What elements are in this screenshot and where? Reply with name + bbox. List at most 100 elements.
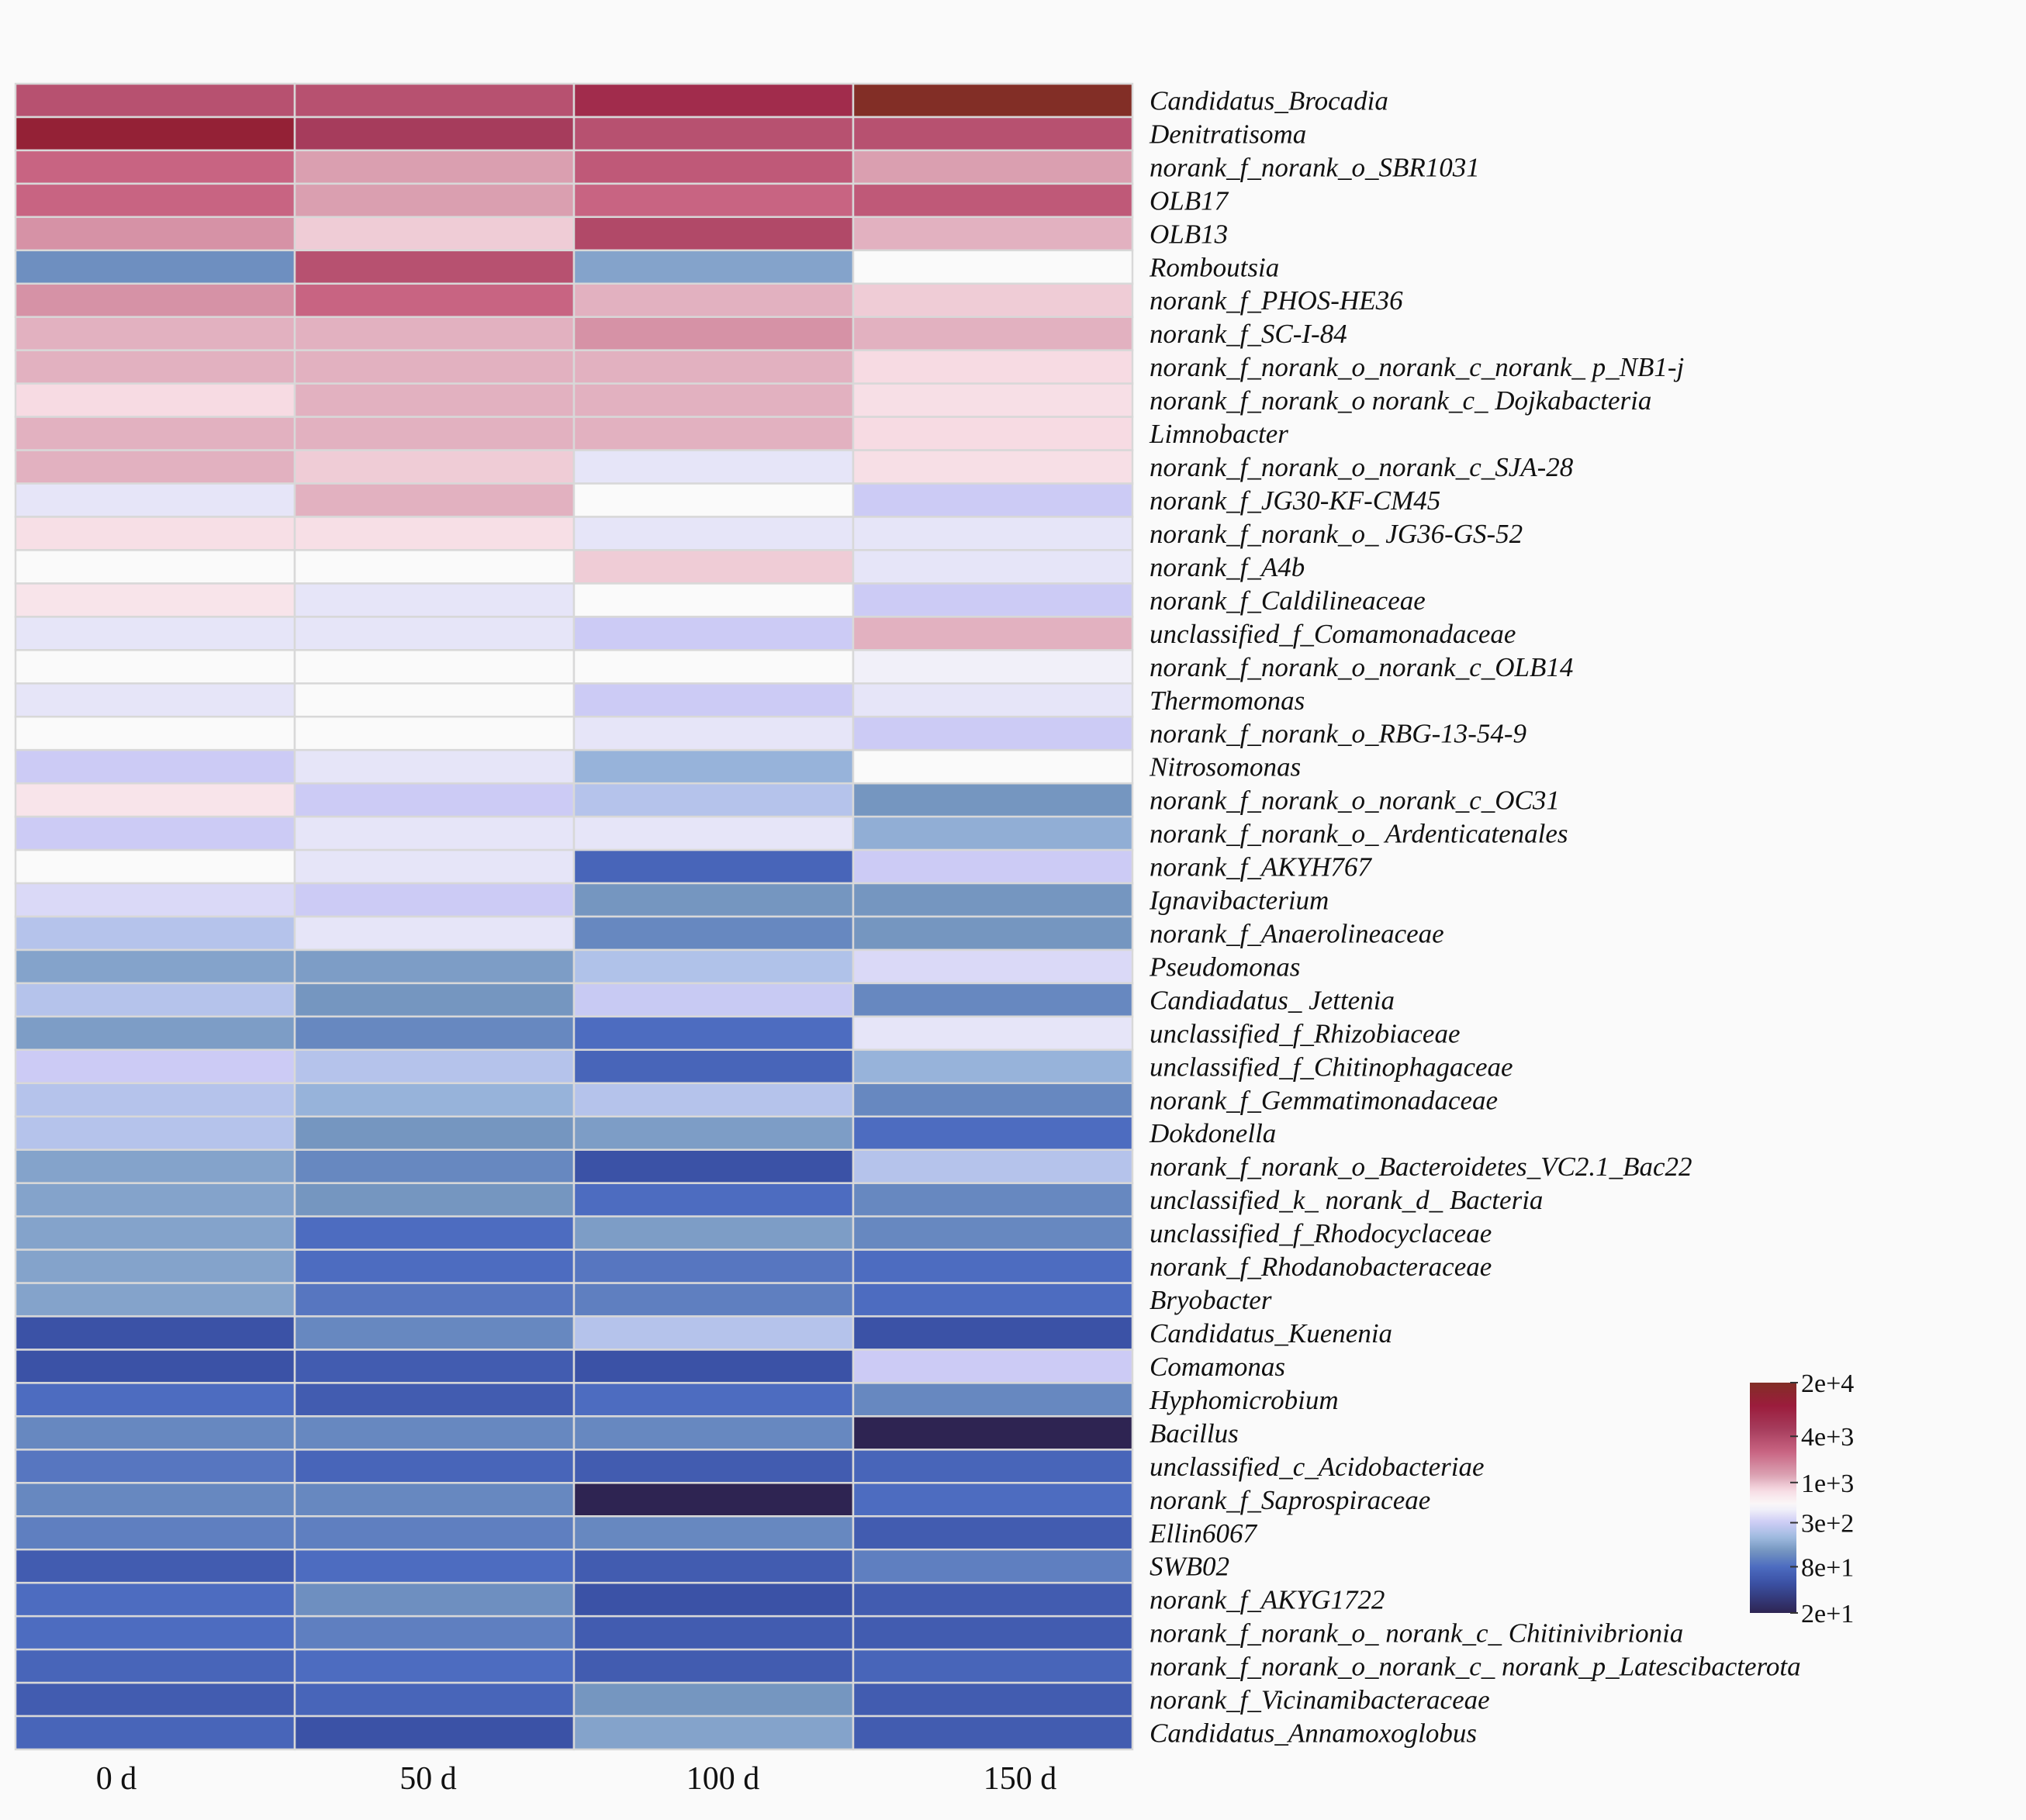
heatmap-cell [14,715,296,751]
heatmap-cell [572,82,855,119]
heatmap-cell [852,815,1134,851]
row-label: unclassified_c_Acidobacteriae [1150,1452,1485,1482]
heatmap-cell [572,1148,855,1184]
row-label: unclassified_f_Chitinophagaceae [1150,1052,1513,1082]
heatmap-cell [293,1282,576,1318]
heatmap-cell [852,882,1134,918]
row-label: Candidatus_Annamoxoglobus [1150,1718,1477,1749]
colorbar-tick-label: 8e+1 [1801,1553,1854,1582]
heatmap-cell [293,782,576,818]
row-label: unclassified_f_Comamonadaceae [1150,619,1516,649]
heatmap-cell [572,216,855,252]
heatmap-cell [572,1115,855,1152]
row-label: norank_f_norank_o_ JG36-GS-52 [1150,519,1523,549]
heatmap-cell [14,416,296,451]
heatmap-cell [293,1382,576,1418]
heatmap-cell [14,616,296,651]
row-label: unclassified_f_Rhodocyclaceae [1150,1218,1492,1248]
heatmap-cell [852,1015,1134,1052]
row-label: norank_f_norank_o_norank_c_SJA-28 [1150,452,1574,482]
heatmap-cell [572,748,855,785]
heatmap-cell [14,1349,296,1384]
heatmap-cell [852,782,1134,818]
heatmap-cell [572,1415,855,1451]
heatmap-cell [572,1715,855,1751]
heatmap-cell [852,416,1134,451]
heatmap-cell [14,149,296,185]
heatmap-cell [293,915,576,951]
row-label: Dokdonella [1149,1118,1276,1148]
heatmap-cell [852,1415,1134,1451]
column-label: 0 d [96,1761,137,1797]
heatmap-cell [14,1248,296,1284]
row-label: norank_f_Rhodanobacteraceae [1150,1252,1492,1282]
heatmap-cell [572,116,855,152]
row-label: Ellin6067 [1149,1518,1258,1549]
heatmap-cell [14,1681,296,1718]
row-label: Bryobacter [1150,1285,1272,1315]
colorbar-tick-label: 3e+2 [1801,1510,1854,1539]
heatmap-cell [14,1015,296,1052]
row-label: Candidatus_Brocadia [1150,86,1388,116]
heatmap-cell [14,1449,296,1484]
row-label: norank_f_norank_o_SBR1031 [1150,152,1480,182]
row-label: norank_f_AKYH767 [1150,852,1372,882]
heatmap-cell [852,1515,1134,1551]
heatmap-cell [572,848,855,885]
heatmap-cell [14,516,296,551]
heatmap-cell [14,1715,296,1751]
heatmap-cell [293,349,576,385]
heatmap-cell [852,449,1134,485]
heatmap-cell [293,882,576,918]
heatmap-cell [14,116,296,152]
row-label: norank_f_PHOS-HE36 [1150,285,1403,316]
heatmap-cell [293,1415,576,1451]
heatmap-cell [293,682,576,718]
heatmap-cell [572,1349,855,1384]
heatmap-cell [852,182,1134,219]
colorbar [1750,1383,1796,1613]
heatmap-cell [14,182,296,219]
heatmap-cell [852,1082,1134,1118]
row-label: Bacillus [1150,1418,1239,1449]
row-label: norank_f_Vicinamibacteraceae [1150,1685,1490,1715]
heatmap-cell [293,1548,576,1584]
row-label: norank_f_norank_o_norank_c_OC31 [1150,786,1560,816]
heatmap-cell [572,1082,855,1118]
heatmap-cell [14,1082,296,1118]
heatmap-cell [572,815,855,851]
heatmap-cell [14,1581,296,1618]
row-label: norank_f_SC-I-84 [1150,319,1347,349]
heatmap-cell [852,982,1134,1018]
heatmap-cell [293,549,576,585]
heatmap-cell [14,948,296,985]
heatmap-cell [852,1048,1134,1085]
heatmap-cell [572,982,855,1018]
heatmap-cell [293,182,576,219]
row-label: norank_f_JG30-KF-CM45 [1150,485,1440,516]
heatmap-cell [14,82,296,119]
heatmap-cell [852,1449,1134,1484]
row-label: Pseudomonas [1149,951,1300,982]
row-label: unclassified_f_Rhizobiaceae [1150,1018,1460,1048]
row-label: norank_f_norank_o_ norank_c_ Chitinivibr… [1150,1618,1683,1649]
heatmap-cell [572,516,855,551]
row-label: norank_f_Gemmatimonadaceae [1150,1085,1498,1115]
row-label: Candiadatus_ Jettenia [1150,985,1395,1015]
heatmap-cell [293,282,576,319]
row-label: Ignavibacterium [1149,886,1329,916]
row-label: norank_f_norank_o_ Ardenticatenales [1150,819,1568,849]
heatmap-cell [14,1382,296,1418]
heatmap-cell [14,249,296,285]
heatmap-cell [293,715,576,751]
heatmap-cells [14,82,1134,1751]
heatmap-cell [572,682,855,718]
heatmap-cell [293,249,576,285]
heatmap-cell [572,549,855,585]
colorbar-tick-label: 2e+1 [1801,1600,1854,1628]
heatmap-cell [14,982,296,1018]
colorbar-tick-label: 2e+4 [1801,1369,1854,1398]
heatmap-cell [293,1581,576,1618]
row-label: norank_f_norank_o norank_c_ Dojkabacteri… [1150,385,1651,416]
heatmap-cell [852,1182,1134,1217]
